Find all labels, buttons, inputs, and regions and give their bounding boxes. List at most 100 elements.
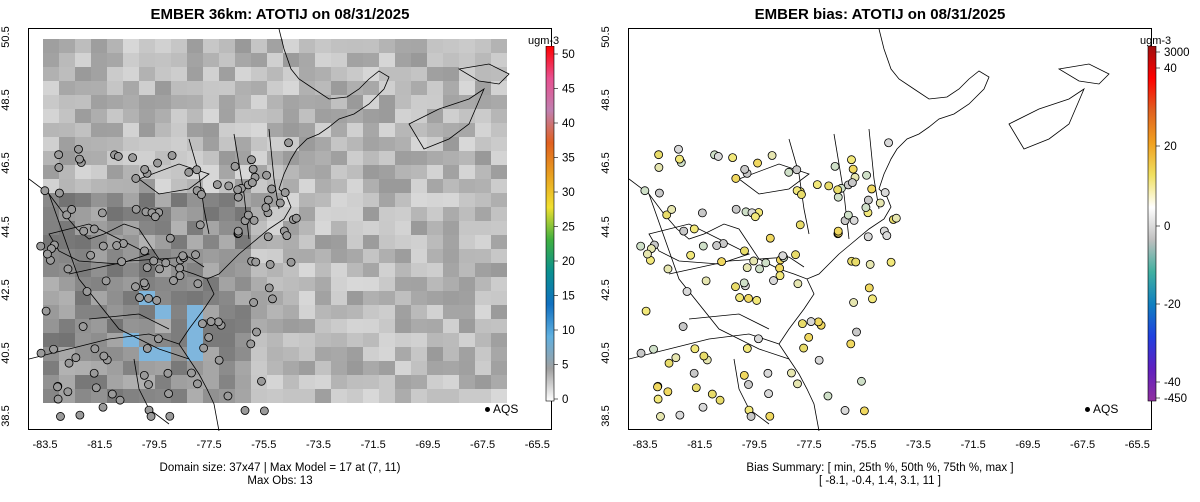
model-grid-cell xyxy=(251,95,267,109)
model-grid-cell xyxy=(347,109,363,123)
aqs-station-marker xyxy=(195,220,205,230)
x-tick-label: -73.5 xyxy=(305,439,332,451)
aqs-bias-marker xyxy=(886,257,896,267)
model-grid-cell xyxy=(171,389,187,403)
model-grid-cell xyxy=(139,67,155,81)
model-grid-cell xyxy=(299,95,315,109)
model-grid-cell xyxy=(347,305,363,319)
model-grid-cell xyxy=(299,347,315,361)
aqs-station-marker xyxy=(90,344,100,354)
aqs-bias-marker xyxy=(761,258,771,268)
aqs-station-marker xyxy=(249,298,258,307)
model-grid-cell xyxy=(363,333,379,347)
model-grid-cell xyxy=(347,53,363,67)
x-tick-label: -77.5 xyxy=(196,439,222,451)
model-grid-cell xyxy=(187,333,203,347)
aqs-station-marker xyxy=(212,180,222,189)
model-grid-cell xyxy=(75,67,91,81)
aqs-station-marker xyxy=(175,263,184,273)
model-grid-cell xyxy=(411,263,427,277)
model-grid-cell xyxy=(59,81,75,95)
model-grid-cell xyxy=(187,67,203,81)
x-tick-label: -69.5 xyxy=(415,439,441,451)
aqs-station-marker xyxy=(230,161,240,171)
model-grid-cell xyxy=(203,361,219,375)
model-grid-cell xyxy=(267,305,283,319)
model-grid-cell xyxy=(347,347,363,361)
model-grid-cell xyxy=(283,95,299,109)
model-grid-cell xyxy=(315,123,331,137)
model-grid-cell xyxy=(347,375,363,389)
aqs-station-marker xyxy=(167,151,177,160)
model-grid-cell xyxy=(331,193,347,207)
model-grid-cell xyxy=(331,305,347,319)
model-grid-cell xyxy=(75,53,91,67)
aqs-bias-marker xyxy=(859,406,869,416)
model-grid-cell xyxy=(267,123,283,137)
coastline xyxy=(778,278,820,431)
model-grid-cell xyxy=(475,81,491,95)
model-grid-cell xyxy=(75,263,91,277)
model-grid-cell xyxy=(267,109,283,123)
model-grid-cell xyxy=(59,179,75,193)
colorbar-tick-label: 35 xyxy=(562,153,575,165)
aqs-bias-marker xyxy=(791,250,800,260)
aqs-station-marker xyxy=(264,283,274,293)
x-tick-label: -73.5 xyxy=(905,439,932,451)
aqs-bias-marker xyxy=(755,264,764,274)
model-grid-cell xyxy=(363,389,379,403)
model-grid-cell xyxy=(155,95,171,109)
aqs-bias-marker xyxy=(804,332,814,342)
model-grid-cell xyxy=(187,235,203,249)
aqs-station-marker xyxy=(75,410,85,420)
model-grid-cell xyxy=(331,347,347,361)
model-map-canvas xyxy=(29,29,510,431)
model-grid-cell xyxy=(171,333,187,347)
aqs-bias-marker xyxy=(775,263,784,273)
model-grid-cell xyxy=(91,389,107,403)
model-grid-cell xyxy=(411,291,427,305)
model-grid-cell xyxy=(379,193,395,207)
model-grid-cell xyxy=(91,263,107,277)
model-grid-cell xyxy=(379,39,395,53)
y-tick-label: 44.5 xyxy=(600,215,612,238)
model-grid-cell xyxy=(427,137,443,151)
aqs-station-marker xyxy=(247,178,257,188)
model-grid-cell xyxy=(187,347,203,361)
x-tick-label: -65.5 xyxy=(524,439,550,451)
bias-colorbar-unit: ugm-3 xyxy=(1140,35,1172,47)
model-grid-cell xyxy=(43,291,59,305)
aqs-bias-marker xyxy=(799,343,809,353)
model-grid-cell xyxy=(75,305,91,319)
aqs-station-marker xyxy=(268,294,277,304)
model-grid-cell xyxy=(267,53,283,67)
aqs-bias-marker xyxy=(640,186,650,196)
model-grid-cell xyxy=(331,53,347,67)
aqs-station-marker xyxy=(78,322,88,331)
x-tick-label: -81.5 xyxy=(87,439,113,451)
model-grid-cell xyxy=(91,249,107,263)
aqs-station-marker xyxy=(101,276,111,286)
aqs-bias-marker xyxy=(691,383,701,393)
aqs-bias-marker xyxy=(735,293,745,302)
model-grid-cell xyxy=(139,81,155,95)
model-grid-cell xyxy=(43,67,59,81)
model-grid-cell xyxy=(347,361,363,375)
aqs-station-marker xyxy=(135,293,145,302)
model-grid-cell xyxy=(459,193,475,207)
model-grid-cell xyxy=(443,347,459,361)
model-grid-cell xyxy=(219,277,235,291)
model-grid-cell xyxy=(379,123,395,137)
model-grid-cell xyxy=(411,109,427,123)
state-boundary xyxy=(648,193,790,360)
model-grid-cell xyxy=(491,207,507,221)
aqs-bias-marker xyxy=(813,317,823,327)
model-grid-cell xyxy=(443,389,459,403)
model-grid-cell xyxy=(379,81,395,95)
aqs-bias-marker xyxy=(744,294,753,303)
model-grid-cell xyxy=(459,361,475,375)
model-grid-cell xyxy=(107,221,123,235)
aqs-station-marker xyxy=(152,296,162,305)
model-grid-cell xyxy=(43,207,59,221)
model-grid-cell xyxy=(203,221,219,235)
